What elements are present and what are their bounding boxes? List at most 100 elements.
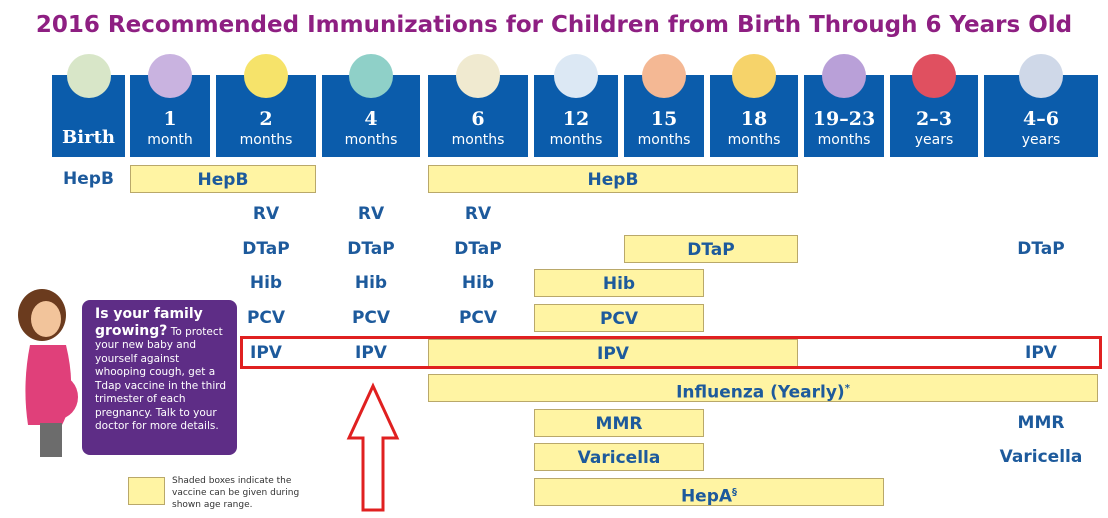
age-number: 15 (650, 108, 678, 130)
vaccine-name: HepB (197, 170, 249, 190)
arrow (346, 382, 400, 512)
age-header: 4–6 years (984, 75, 1098, 157)
vaccine-cell: HepB (52, 165, 125, 193)
age-unit: month (147, 132, 193, 148)
vaccine-name: PCV (351, 308, 391, 329)
shaded-cell: Varicella (534, 443, 704, 472)
vaccine-name: DTaP (454, 238, 502, 259)
vaccine-name: DTaP (242, 238, 290, 259)
vaccine-name: PCV (458, 308, 498, 329)
vaccine-name: Influenza (Yearly) (676, 382, 845, 403)
age-icon (732, 54, 776, 98)
highlight-box (240, 336, 1102, 369)
vaccine-cell: Hib (216, 269, 316, 297)
vaccine-name: Hib (461, 273, 495, 294)
age-header: 2–3 years (890, 75, 978, 157)
age-icon (66, 54, 111, 98)
mother-illustration (18, 289, 78, 457)
callout-heading: Is your family growing? (95, 306, 203, 339)
footnote-mark: § (732, 487, 738, 499)
vaccine-name: DTaP (1017, 238, 1065, 259)
vaccine-name: PCV (599, 309, 639, 330)
age-label: Birth (62, 127, 115, 148)
vaccine-cell: RV (216, 200, 316, 228)
shaded-cell: PCV (534, 304, 704, 333)
vaccine-name: HepB (587, 170, 639, 190)
vaccine-cell: IPV (984, 339, 1098, 367)
age-unit: years (914, 132, 954, 148)
vaccine-name: PCV (246, 308, 286, 329)
vaccine-name: RV (464, 203, 492, 224)
shaded-cell: HepB (130, 165, 316, 193)
age-header: 12 months (534, 75, 618, 157)
vaccine-cell: DTaP (428, 235, 528, 263)
age-header: 19–23 months (804, 75, 884, 157)
age-icon (912, 54, 956, 98)
age-unit: months (239, 132, 293, 148)
vaccine-name: DTaP (347, 238, 395, 259)
age-number: 4 (364, 108, 378, 130)
age-header: 15 months (624, 75, 704, 157)
shaded-cell: DTaP (624, 234, 798, 263)
age-unit: months (451, 132, 505, 148)
vaccine-cell: DTaP (984, 235, 1098, 263)
vaccine-name: HepA (680, 486, 733, 507)
shaded-cell: MMR (534, 408, 704, 437)
vaccine-name: RV (357, 203, 385, 224)
age-unit: months (549, 132, 603, 148)
vaccine-cell: PCV (322, 304, 420, 332)
title: 2016 Recommended Immunizations for Child… (35, 12, 1073, 38)
age-icon (554, 54, 598, 98)
shaded-cell: HepB (428, 165, 798, 193)
shaded-cell: IPV (428, 339, 798, 367)
vaccine-name: Hib (602, 274, 636, 295)
age-header: 1 month (130, 75, 210, 157)
vaccine-cell: Hib (322, 269, 420, 297)
age-unit: months (727, 132, 781, 148)
shaded-cell: Hib (534, 269, 704, 298)
callout-body: To protect your new baby and yourself ag… (95, 325, 227, 433)
vaccine-name: Hib (249, 273, 283, 294)
vaccine-name: IPV (355, 343, 387, 363)
vaccine-name: IPV (250, 343, 282, 363)
age-number: 18 (740, 108, 768, 130)
age-header: 2 months (216, 75, 316, 157)
vaccine-name: MMR (1017, 412, 1065, 433)
age-unit: months (817, 132, 871, 148)
age-number: 6 (471, 108, 485, 130)
age-unit: months (344, 132, 398, 148)
vaccine-name: Varicella (577, 448, 661, 469)
vaccine-name: Hib (354, 273, 388, 294)
age-icon (244, 54, 288, 98)
legend-text: Shaded boxes indicate the vaccine can be… (172, 476, 300, 510)
vaccine-name: IPV (1025, 343, 1057, 363)
age-number: 1 (163, 108, 177, 130)
vaccine-name: IPV (597, 344, 629, 364)
vaccine-cell: DTaP (216, 235, 316, 263)
age-header: 6 months (428, 75, 528, 157)
age-number: 12 (562, 108, 590, 130)
age-unit: years (1021, 132, 1061, 148)
vaccine-name: Varicella (999, 447, 1083, 468)
age-icon (349, 54, 393, 98)
vaccine-cell: PCV (216, 304, 316, 332)
vaccine-cell: IPV (216, 339, 316, 367)
vaccine-name: RV (252, 203, 280, 224)
age-number: 2–3 (916, 108, 952, 130)
legend-swatch (128, 477, 165, 505)
age-icon (1019, 54, 1063, 98)
age-icon (642, 54, 686, 98)
shaded-cell: Influenza (Yearly)* (428, 373, 1098, 403)
age-number: 2 (259, 108, 273, 130)
vaccine-name: HepB (63, 169, 114, 189)
vaccine-name: DTaP (687, 239, 735, 260)
age-unit: months (637, 132, 691, 148)
age-icon (822, 54, 866, 98)
vaccine-name: MMR (595, 413, 643, 434)
age-icon (148, 54, 192, 98)
vaccine-cell: Varicella (984, 443, 1098, 471)
callout: Is your family growing? To protect your … (82, 300, 237, 455)
age-number: 4–6 (1023, 108, 1059, 130)
age-header: 18 months (710, 75, 798, 157)
